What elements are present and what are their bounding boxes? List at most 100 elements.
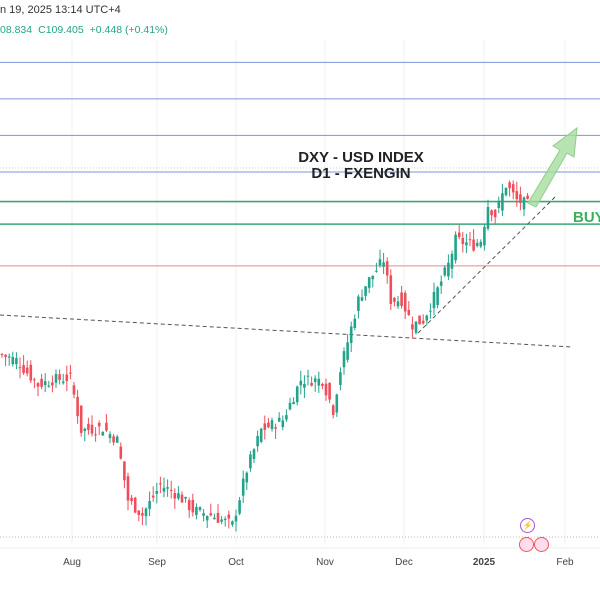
candle-up [522, 197, 526, 210]
candle-up [241, 478, 245, 496]
candle-up [483, 226, 486, 246]
candle-up [465, 242, 468, 246]
chart-datetime: n 19, 2025 13:14 UTC+4 [0, 4, 121, 16]
candle-down [112, 436, 115, 443]
candle-down [141, 513, 144, 516]
low-value: 08.834 [0, 24, 33, 36]
dashed-uptrend-line [417, 196, 556, 334]
candle-up [245, 472, 249, 483]
candle-down [76, 396, 79, 417]
candle-up [166, 487, 169, 489]
candle-down [324, 383, 328, 396]
candle-up [231, 521, 234, 525]
candle-up [213, 517, 216, 520]
candle-down [173, 493, 177, 499]
ohlc-readout: 08.834 C109.405 +0.448 (+0.41%) [0, 24, 174, 36]
candle-up [317, 378, 321, 386]
candle-down [472, 239, 475, 251]
candle-up [281, 420, 285, 428]
candle-down [151, 495, 155, 498]
candle-up [184, 496, 187, 499]
candle-up [335, 394, 339, 413]
candle-up [108, 434, 112, 439]
candle-down [90, 424, 94, 434]
candle-up [367, 277, 371, 288]
us-flag-event-icon[interactable] [519, 537, 534, 552]
candle-up [177, 493, 180, 499]
candle-down [411, 324, 414, 330]
candle-up [313, 378, 317, 382]
candle-down [65, 374, 69, 382]
candle-down [105, 422, 108, 431]
candle-down [310, 382, 313, 386]
candle-down [493, 209, 497, 218]
candle-down [87, 423, 90, 430]
candle-down [36, 383, 40, 387]
candle-down [79, 405, 83, 433]
candle-down [69, 372, 72, 374]
candle-up [277, 417, 281, 422]
candle-down [126, 476, 130, 501]
candle-up [371, 275, 375, 280]
dashed-trendline [0, 314, 573, 348]
candle-up [285, 415, 288, 420]
candle-down [526, 195, 529, 200]
us-flag-event-icon[interactable] [534, 537, 549, 552]
candle-down [51, 382, 54, 386]
candle-up [249, 454, 252, 469]
x-tick-label: Aug [63, 557, 81, 568]
x-tick-label: 2025 [472, 557, 496, 568]
candle-up [454, 234, 457, 261]
candle-up [443, 267, 447, 276]
candle-up [339, 372, 342, 385]
candle-down [511, 184, 515, 193]
candle-down [407, 309, 411, 316]
x-tick-label: Oct [228, 557, 244, 568]
change-value: +0.448 (+0.41%) [89, 24, 168, 36]
candle-up [425, 315, 429, 321]
candle-down [393, 297, 396, 302]
candle-up [447, 262, 450, 277]
candle-down [4, 354, 7, 357]
candle-up [360, 297, 364, 301]
chart-title-annotation: DXY - USD INDEX [298, 149, 424, 166]
lightning-event-icon[interactable]: ⚡ [520, 518, 535, 533]
candle-up [144, 508, 148, 517]
candle-down [508, 182, 511, 189]
candle-down [180, 494, 184, 503]
candle-up [7, 356, 11, 358]
candle-up [475, 242, 479, 246]
candle-up [375, 270, 378, 272]
candle-up [220, 519, 223, 522]
candle-up [357, 296, 360, 311]
chart-subtitle-annotation: D1 - FXENGIN [311, 165, 411, 182]
x-tick-label: Feb [556, 557, 574, 568]
candle-down [515, 191, 519, 200]
candle-down [40, 378, 43, 387]
candle-up [15, 358, 18, 365]
candle-up [504, 187, 508, 196]
candle-down [490, 210, 493, 216]
candle-down [468, 239, 472, 241]
candle-up [202, 513, 205, 516]
candle-up [205, 516, 209, 521]
candle-down [457, 232, 461, 238]
candle-down [321, 383, 324, 386]
candle-down [137, 510, 141, 515]
candle-down [274, 427, 277, 429]
candle-up [155, 491, 159, 494]
candle-down [159, 483, 162, 485]
candle-up [292, 402, 295, 405]
candle-down [389, 275, 393, 304]
candle-up [238, 500, 241, 514]
candle-down [33, 379, 36, 381]
candle-down [187, 500, 191, 511]
candle-up [306, 375, 310, 377]
candle-down [97, 422, 101, 427]
candle-down [331, 405, 335, 415]
candle-up [270, 420, 274, 430]
candle-up [148, 500, 151, 509]
candle-up [195, 506, 198, 516]
candle-up [346, 342, 349, 360]
